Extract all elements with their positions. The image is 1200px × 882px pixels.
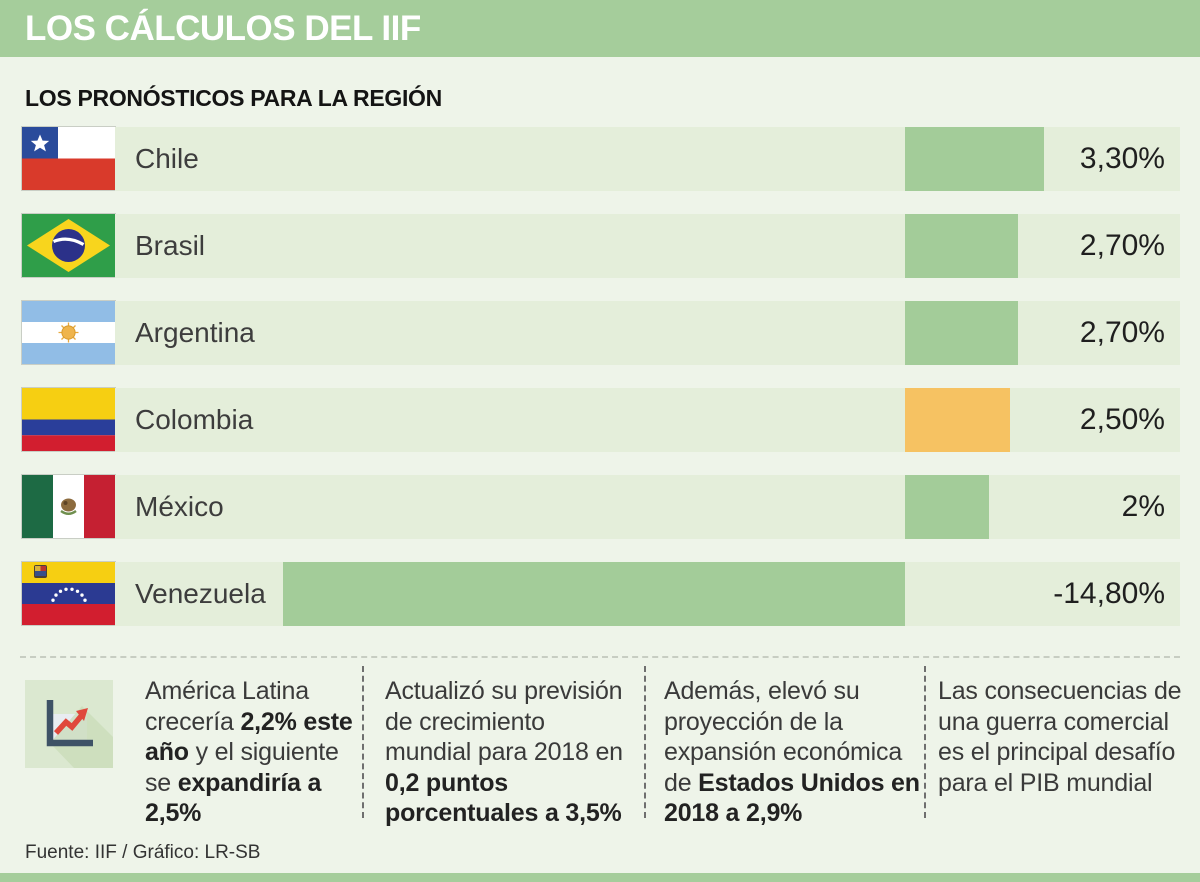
section-title: LOS PRONÓSTICOS PARA LA REGIÓN [25,85,442,111]
row-band: Colombia 2,50% [115,388,1180,452]
row-band: México 2% [115,475,1180,539]
value-label: 2% [1121,490,1165,523]
country-label: Venezuela [135,578,266,609]
value-bar [283,562,905,626]
country-label: Brasil [135,230,206,261]
note-latam-growth: América Latina crecería 2,2% este año y … [145,676,360,829]
note-text: América Latina crecería [145,677,309,736]
flag-chile [21,126,116,191]
note-text: Las consecuencias de una guerra comercia… [938,677,1182,797]
vertical-dashed-divider [362,666,364,818]
note-text-bold: Estados Unidos en 2018 a 2,9% [664,768,920,828]
note-text-bold: 2,2% este año [145,707,353,767]
row-band: Venezuela -14,80% [115,562,1180,626]
chart-row-venezuela: Venezuela -14,80% [0,561,1200,626]
flag-venezuela [21,561,116,626]
flag-mexico [21,474,116,539]
chart-row-chile: Chile 3,30% [0,126,1200,191]
horizontal-dashed-divider [20,656,1180,658]
note-text-bold: 0,2 puntos porcentuales a 3,5% [385,768,622,828]
chart-row-argentina: Argentina 2,70% [0,300,1200,365]
country-label: Argentina [135,317,255,348]
country-label: México [135,491,224,522]
value-label: 2,50% [1079,403,1165,436]
chart-row-colombia: Colombia 2,50% [0,387,1200,452]
value-bar [905,127,1044,191]
chart-row-mexico: México 2% [0,474,1200,539]
value-bar [905,388,1010,452]
value-label: 3,30% [1079,142,1165,175]
row-band: Argentina 2,70% [115,301,1180,365]
page-title: LOS CÁLCULOS DEL IIF [25,8,421,48]
row-band: Chile 3,30% [115,127,1180,191]
value-bar [905,475,989,539]
bar-chart: Chile 3,30% Brasil 2,70% Argentina 2,70% [0,126,1200,649]
flag-colombia [21,387,116,452]
chart-row-brasil: Brasil 2,70% [0,213,1200,278]
note-text: Además, elevó su proyección de la expans… [664,677,903,797]
flag-argentina [21,300,116,365]
growth-chart-icon [25,680,113,768]
flag-brasil [21,213,116,278]
country-label: Chile [135,143,199,174]
value-label: 2,70% [1079,316,1165,349]
source-credit: Fuente: IIF / Gráfico: LR-SB [25,842,261,863]
note-text-bold: expandiría a 2,5% [145,768,322,828]
bottom-accent-strip [0,873,1200,882]
note-text: y el siguiente se [145,738,339,797]
note-trade-war: Las consecuencias de una guerra comercia… [938,676,1188,798]
vertical-dashed-divider [924,666,926,818]
value-bar [905,214,1018,278]
note-text: Actualizó su previsión de crecimiento mu… [385,677,623,766]
row-band: Brasil 2,70% [115,214,1180,278]
value-label: -14,80% [1053,577,1165,610]
value-label: 2,70% [1079,229,1165,262]
note-us-expansion: Además, elevó su proyección de la expans… [664,676,922,829]
note-world-forecast: Actualizó su previsión de crecimiento mu… [385,676,637,829]
value-bar [905,301,1018,365]
vertical-dashed-divider [644,666,646,818]
country-label: Colombia [135,404,254,435]
header-bar: LOS CÁLCULOS DEL IIF [0,0,1200,57]
